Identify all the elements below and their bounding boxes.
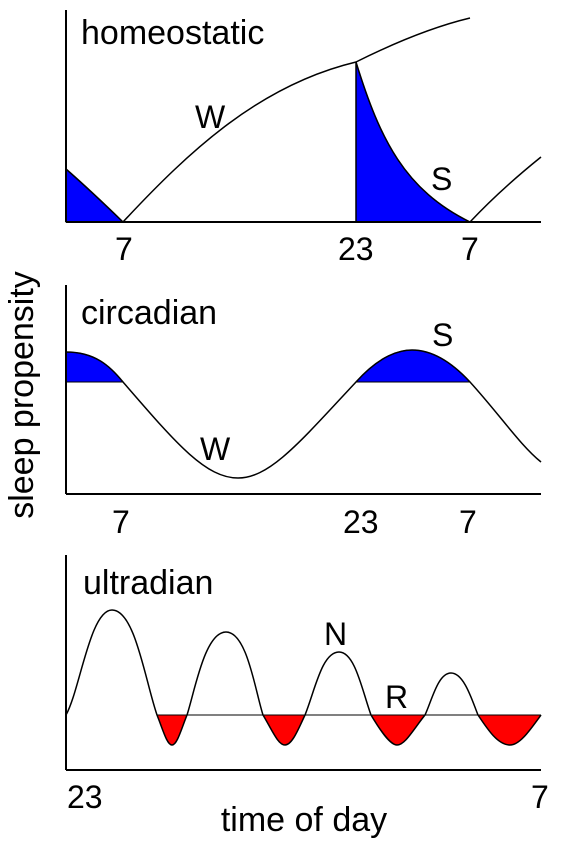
circadian-wake-label: W	[200, 431, 231, 467]
ultradian-panel: ultradian N R 23 7	[65, 555, 549, 815]
homeostatic-curve	[65, 17, 542, 224]
circadian-tick-1: 7	[112, 504, 130, 540]
circadian-sleep-fill-1	[65, 351, 125, 383]
ultradian-rem-fill-2	[263, 715, 305, 745]
ultradian-rem-fill-4	[478, 715, 541, 745]
ultradian-rem-fill-3	[371, 715, 425, 745]
homeostatic-title: homeostatic	[81, 14, 264, 52]
circadian-title: circadian	[81, 294, 217, 332]
homeostatic-tick-2: 23	[338, 231, 374, 267]
x-axis-label: time of day	[221, 801, 387, 839]
homeostatic-wake-label: W	[195, 99, 226, 135]
homeostatic-panel: homeostatic W S 7 23 7	[65, 10, 542, 267]
ultradian-tick-2: 7	[531, 779, 549, 815]
circadian-curve	[65, 349, 542, 479]
homeostatic-sleep-fill-2	[355, 61, 471, 223]
circadian-tick-2: 23	[343, 504, 379, 540]
circadian-tick-3: 7	[459, 504, 477, 540]
circadian-sleep-label: S	[432, 317, 453, 353]
circadian-panel: circadian W S 7 23 7	[65, 285, 542, 540]
ultradian-curve	[65, 609, 542, 746]
ultradian-nrem-label: N	[324, 616, 347, 652]
homeostatic-sleep-label: S	[431, 161, 452, 197]
ultradian-tick-1: 23	[67, 779, 103, 815]
ultradian-rem-label: R	[385, 679, 408, 715]
ultradian-title: ultradian	[83, 564, 213, 602]
homeostatic-tick-1: 7	[115, 231, 133, 267]
homeostatic-tick-3: 7	[461, 231, 479, 267]
ultradian-rem-fill-1	[157, 715, 187, 745]
y-axis-label: sleep propensity	[3, 271, 41, 519]
